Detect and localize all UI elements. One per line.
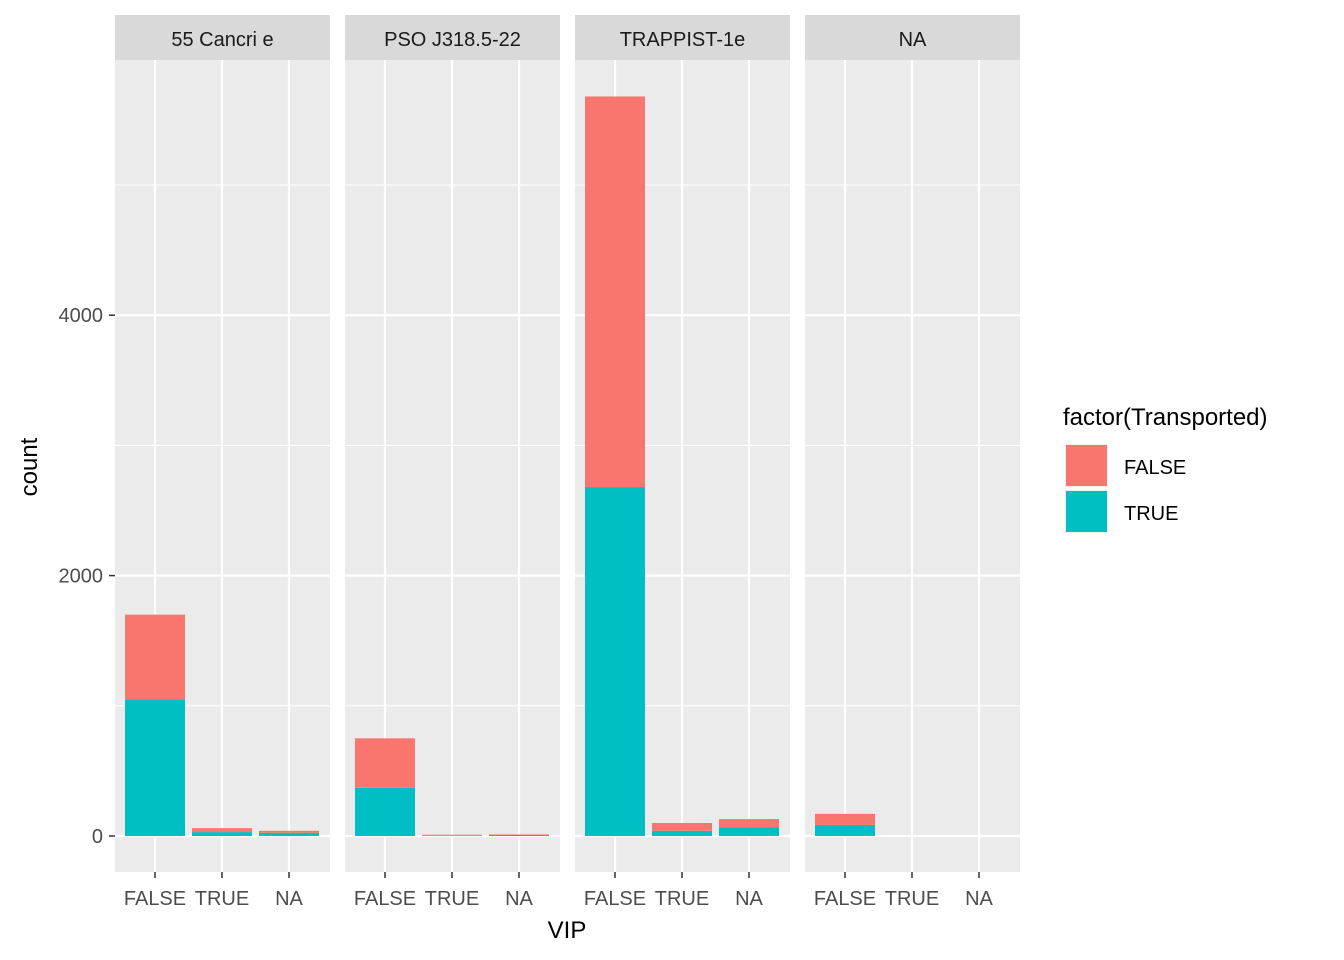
- bar-segment-false: [815, 813, 875, 825]
- legend-label: FALSE: [1124, 457, 1186, 479]
- x-tick-label: NA: [965, 888, 993, 910]
- x-tick-label: FALSE: [124, 888, 186, 910]
- bar-segment-true: [585, 487, 645, 836]
- facet-strip: [345, 15, 560, 60]
- y-tick-label: 0: [92, 826, 103, 848]
- legend-title: factor(Transported): [1063, 404, 1268, 431]
- bar-segment-false: [652, 822, 712, 831]
- bar-segment-false: [585, 96, 645, 488]
- legend-key: [1066, 445, 1107, 486]
- x-tick-label: NA: [735, 888, 763, 910]
- legend-label: TRUE: [1124, 503, 1178, 525]
- x-tick-label: TRUE: [425, 888, 479, 910]
- bar-segment-false: [192, 828, 252, 833]
- bar-segment-true: [489, 834, 549, 836]
- legend-key: [1066, 491, 1107, 532]
- bar-segment-false: [259, 830, 319, 833]
- facet-panel: NA FALSE TRUE NA: [805, 15, 1020, 910]
- facet-panel: 55 Cancri e FALSE TRUE NA: [115, 15, 330, 910]
- x-tick-label: NA: [275, 888, 303, 910]
- y-tick-label: 2000: [59, 566, 104, 588]
- bar-segment-true: [355, 787, 415, 836]
- bar-segment-false: [422, 834, 482, 836]
- facet-strip: [115, 15, 330, 60]
- bar-segment-true: [815, 824, 875, 836]
- bar-segment-false: [719, 819, 779, 828]
- x-tick-label: NA: [505, 888, 533, 910]
- facet-strip-label: NA: [899, 29, 927, 51]
- x-tick-label: TRUE: [885, 888, 939, 910]
- facet-strip-label: TRAPPIST-1e: [620, 29, 746, 51]
- facet-panels: 55 Cancri e FALSE TRUE NA PSO J318.5-22 FALSE…: [115, 15, 1020, 910]
- y-axis: 0 2000 4000: [59, 305, 115, 848]
- facet-strip-label: 55 Cancri e: [171, 29, 273, 51]
- facet-panel: TRAPPIST-1e FALSE TRUE NA: [575, 15, 790, 910]
- x-tick-label: FALSE: [354, 888, 416, 910]
- x-axis-title: VIP: [548, 917, 587, 944]
- facet-strip-label: PSO J318.5-22: [384, 29, 521, 51]
- bar-segment-false: [489, 834, 549, 835]
- bar-segment-true: [719, 827, 779, 836]
- bar-segment-true: [259, 832, 319, 836]
- x-tick-label: TRUE: [655, 888, 709, 910]
- facet-strip: [575, 15, 790, 60]
- y-axis-title: count: [16, 437, 43, 496]
- x-tick-label: FALSE: [814, 888, 876, 910]
- x-tick-label: TRUE: [195, 888, 249, 910]
- y-tick-label: 4000: [59, 305, 104, 327]
- bar-segment-true: [652, 830, 712, 836]
- facet-panel: PSO J318.5-22 FALSE TRUE NA: [345, 15, 560, 910]
- bar-segment-false: [125, 614, 185, 700]
- x-tick-label: FALSE: [584, 888, 646, 910]
- legend: factor(Transported) FALSE TRUE: [1063, 404, 1268, 533]
- bar-segment-true: [125, 699, 185, 836]
- bar-segment-true: [192, 832, 252, 836]
- facet-strip: [805, 15, 1020, 60]
- bar-segment-false: [355, 738, 415, 788]
